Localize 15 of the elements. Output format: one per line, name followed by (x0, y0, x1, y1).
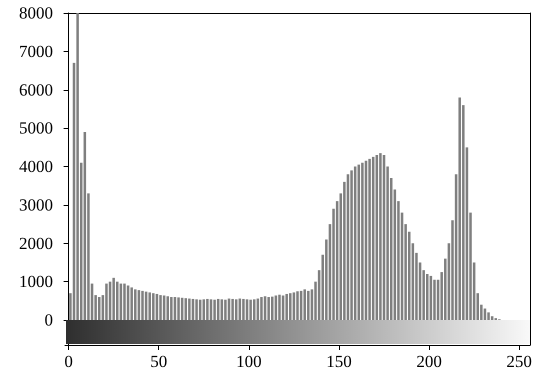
y-tick-label: 1000 (19, 272, 53, 292)
y-tick-label: 6000 (19, 80, 53, 100)
y-tick-label: 7000 (19, 42, 53, 61)
y-tick-label: 3000 (19, 195, 53, 214)
x-tick-label: 0 (64, 352, 73, 371)
y-tick-label: 5000 (19, 118, 53, 138)
x-tick-label: 100 (236, 352, 262, 371)
y-tick-label: 2000 (19, 234, 53, 253)
x-tick-label: 50 (150, 352, 168, 371)
x-tick-label: 150 (326, 352, 352, 371)
y-tick-label: 0 (44, 310, 53, 330)
y-tick-label: 4000 (19, 157, 53, 176)
y-tick-label: 8000 (19, 4, 53, 22)
x-tick-label: 200 (416, 352, 442, 371)
x-tick-label: 250 (506, 352, 532, 371)
